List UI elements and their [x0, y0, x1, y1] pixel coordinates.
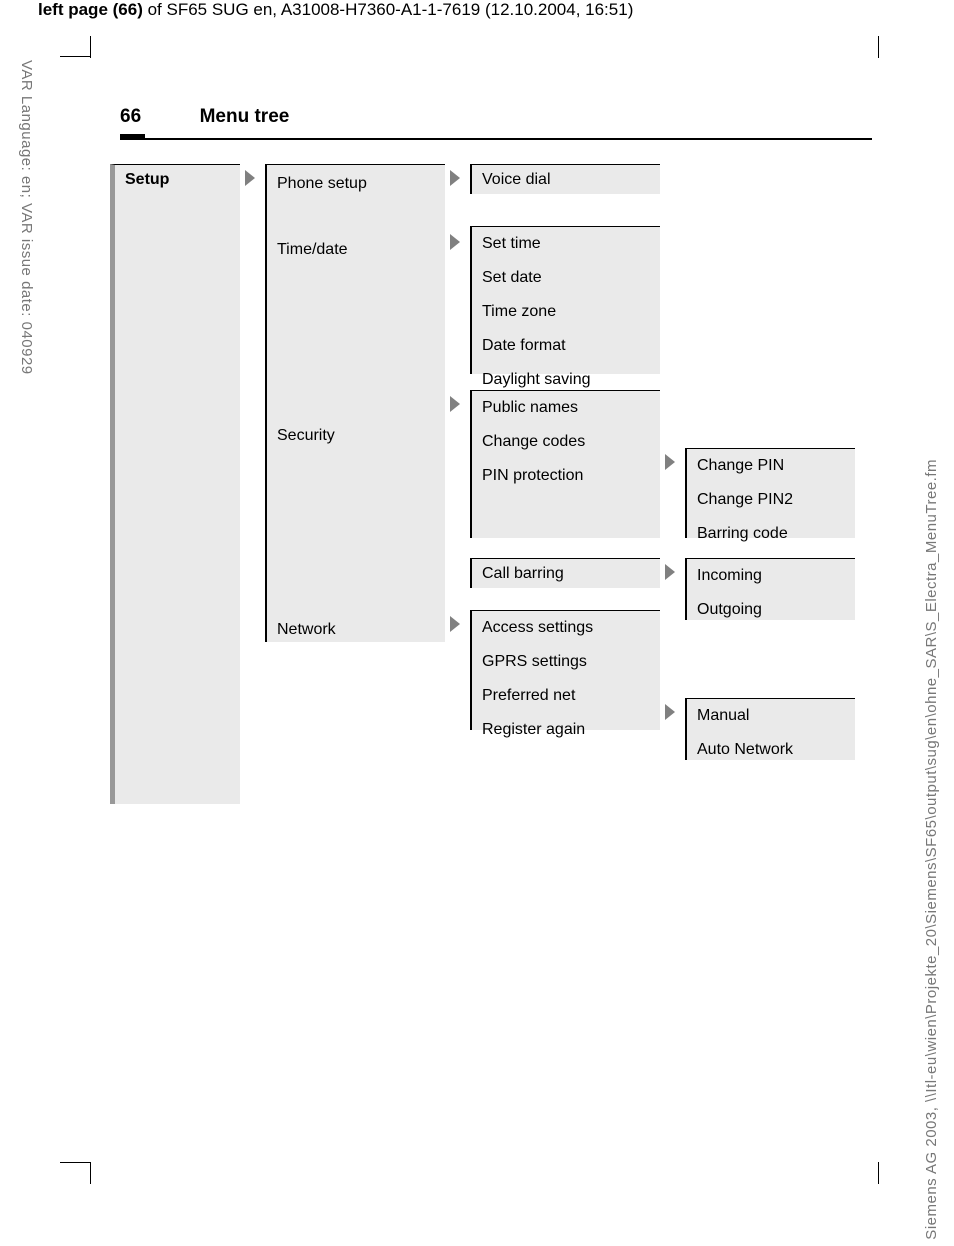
menu-item: Register again: [472, 713, 660, 747]
menu-item-time-date: Time/date: [267, 233, 445, 267]
menu-item: Set time: [472, 227, 660, 261]
menu-item: Barring code: [687, 517, 855, 551]
menu-item-phone-setup: Phone setup: [267, 167, 445, 201]
menu-item: GPRS settings: [472, 645, 660, 679]
tree-level3-network: Access settings GPRS settings Preferred …: [470, 610, 660, 730]
tree-level4-register: Manual Auto Network: [685, 698, 855, 760]
menu-item: Incoming: [687, 559, 855, 593]
menu-item-security: Security: [267, 419, 445, 453]
menu-item: Manual: [687, 699, 855, 733]
arrow-icon: [665, 454, 675, 470]
crop-mark: [878, 36, 879, 58]
menu-item: Auto Network: [687, 733, 855, 767]
page-info-rest: of SF65 SUG en, A31008-H7360-A1-1-7619 (…: [143, 0, 634, 19]
arrow-icon: [450, 170, 460, 186]
tree-root-box: Setup: [110, 164, 240, 804]
menu-item: Access settings: [472, 611, 660, 645]
crop-mark: [60, 56, 90, 57]
crop-mark: [90, 1162, 91, 1184]
tree-level3-callbarring: Call barring: [470, 558, 660, 588]
page-info-bold: left page (66): [38, 0, 143, 19]
tree-level3-time: Set time Set date Time zone Date format …: [470, 226, 660, 374]
page-number: 66: [120, 106, 145, 140]
menu-item-network: Network: [267, 613, 445, 647]
arrow-icon: [665, 704, 675, 720]
arrow-icon: [450, 396, 460, 412]
document-page: left page (66) of SF65 SUG en, A31008-H7…: [0, 0, 954, 1246]
menu-item: Set date: [472, 261, 660, 295]
right-margin-text: Siemens AG 2003, \\Itl-eu\wien\Projekte_…: [923, 459, 940, 1240]
menu-item: Change PIN2: [687, 483, 855, 517]
tree-level3-security: Public names Change codes PIN protection: [470, 390, 660, 538]
tree-level3-voicedial: Voice dial: [470, 164, 660, 194]
tree-level4-pin: Change PIN Change PIN2 Barring code: [685, 448, 855, 538]
menu-item: Change PIN: [687, 449, 855, 483]
menu-item: Date format: [472, 329, 660, 363]
tree-level4-barring: Incoming Outgoing: [685, 558, 855, 620]
arrow-icon: [665, 564, 675, 580]
menu-item: Time zone: [472, 295, 660, 329]
arrow-icon: [450, 616, 460, 632]
section-title: Menu tree: [200, 106, 290, 128]
arrow-icon: [245, 170, 255, 186]
crop-mark: [60, 1162, 90, 1163]
page-info-header: left page (66) of SF65 SUG en, A31008-H7…: [38, 0, 633, 20]
left-margin-text: VAR Language: en; VAR issue date: 040929: [18, 60, 35, 375]
menu-item-call-barring: Call barring: [472, 559, 660, 589]
crop-mark: [878, 1162, 879, 1184]
tree-level2-box: Phone setup Time/date Security Network: [265, 164, 445, 642]
menu-item: Change codes: [472, 425, 660, 459]
menu-item: Public names: [472, 391, 660, 425]
menu-item: Outgoing: [687, 593, 855, 627]
menu-item: PIN protection: [472, 459, 660, 493]
menu-item-voice-dial: Voice dial: [472, 165, 660, 195]
section-header: 66 Menu tree: [120, 106, 872, 140]
arrow-icon: [450, 234, 460, 250]
tree-root-label: Setup: [115, 165, 240, 195]
menu-item: Preferred net: [472, 679, 660, 713]
crop-mark: [90, 36, 91, 58]
